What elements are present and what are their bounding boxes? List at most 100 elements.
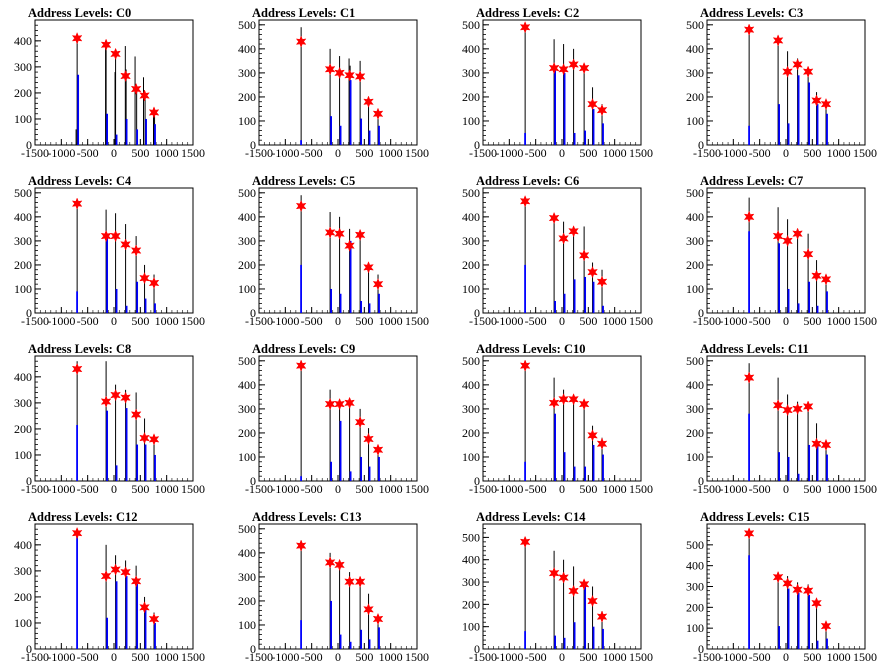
x-tick-label: -1500 <box>693 146 721 160</box>
y-tick-label: 300 <box>462 66 480 80</box>
x-tick-label: 0 <box>111 482 117 496</box>
x-tick-label: 1500 <box>405 482 429 496</box>
peak-star-marker <box>743 371 755 384</box>
peak-star-marker <box>100 395 112 408</box>
y-tick-label: 100 <box>14 448 32 462</box>
peak-star-marker <box>587 265 598 279</box>
x-tick-label: 0 <box>783 482 789 496</box>
y-tick-label: 200 <box>686 426 704 440</box>
y-tick-label: 0 <box>698 642 704 656</box>
y-tick-label: 300 <box>14 564 32 578</box>
peak-star-marker <box>354 228 366 242</box>
peak-star-marker <box>130 408 142 421</box>
histogram-panel-c9: Address Levels: C9 0 100 200 300 400 500 -1500-… <box>224 336 448 504</box>
panel-title: Address Levels: C10 <box>476 342 586 356</box>
x-tick-label: -500 <box>77 314 99 328</box>
x-tick-label: 1000 <box>603 650 627 664</box>
histogram-svg: Address Levels: C0 0 100 200 300 400 -1500-100… <box>14 6 205 160</box>
x-tick-label: 1500 <box>405 146 429 160</box>
y-tick-label: 100 <box>686 450 704 464</box>
x-tick-label: 500 <box>131 650 149 664</box>
x-tick-label: 1000 <box>155 146 179 160</box>
histogram-svg: Address Levels: C40100200300400500-1500-… <box>14 174 205 328</box>
plot-frame <box>258 187 418 314</box>
x-tick-label: 1000 <box>827 146 851 160</box>
plot-frame <box>258 523 418 650</box>
peak-star-marker <box>120 566 131 579</box>
x-tick-label: 1500 <box>405 650 429 664</box>
y-tick-label: 400 <box>238 378 256 392</box>
plot-frame <box>482 355 642 482</box>
y-tick-label: 300 <box>462 575 480 589</box>
y-tick-label: 400 <box>686 42 704 56</box>
histogram-svg: Address Levels: C10100200300400500-1500-… <box>238 6 429 160</box>
histogram-panel-c14: Address Levels: C14 0 100 200 300 400 500 -1500… <box>448 504 672 672</box>
histogram-panel-c5: Address Levels: C5 0 100 200 300 400 500 -1500-… <box>224 168 448 336</box>
x-tick-label: 1000 <box>155 650 179 664</box>
x-tick-label: 1000 <box>379 482 403 496</box>
y-tick-label: 0 <box>26 306 32 320</box>
y-tick-label: 500 <box>238 354 256 368</box>
panel-title: Address Levels: C9 <box>252 342 355 356</box>
panel-title: Address Levels: C15 <box>700 510 810 524</box>
peak-star-marker <box>295 539 307 552</box>
y-tick-label: 200 <box>238 90 256 104</box>
panel-title: Address Levels: C14 <box>476 510 586 524</box>
y-tick-label: 100 <box>462 450 480 464</box>
histogram-svg: Address Levels: C90100200300400500-1500-… <box>238 342 429 496</box>
x-tick-label: 1000 <box>155 482 179 496</box>
peak-star-marker <box>344 575 355 588</box>
peak-star-marker <box>344 69 355 82</box>
peak-star-marker <box>363 261 374 274</box>
peak-star-marker <box>363 432 374 446</box>
y-tick-label: 500 <box>462 530 480 544</box>
peak-star-marker <box>820 438 832 452</box>
x-tick-label: 500 <box>803 146 821 160</box>
histogram-svg: Address Levels: C60100200300400500-1500-… <box>462 174 653 328</box>
x-tick-label: 500 <box>131 482 149 496</box>
x-tick-label: 1000 <box>603 314 627 328</box>
x-tick-label: 1500 <box>629 482 653 496</box>
peak-star-marker <box>596 610 608 623</box>
peak-star-marker <box>568 393 579 406</box>
y-tick-label: 100 <box>14 616 32 630</box>
peak-star-marker <box>792 583 803 596</box>
peak-star-marker <box>71 197 83 210</box>
peak-star-marker <box>820 273 832 286</box>
x-tick-label: 500 <box>803 650 821 664</box>
y-tick-label: 0 <box>250 306 256 320</box>
x-tick-label: -1500 <box>469 482 497 496</box>
y-tick-label: 200 <box>686 600 704 614</box>
peak-star-marker <box>148 276 160 290</box>
y-tick-label: 500 <box>14 186 32 200</box>
peak-star-marker <box>334 397 345 411</box>
x-tick-label: 0 <box>559 314 565 328</box>
x-tick-label: 0 <box>111 146 117 160</box>
y-tick-label: 500 <box>686 354 704 368</box>
y-tick-label: 300 <box>14 234 32 248</box>
histogram-panel-c2: Address Levels: C2 0 100 200 300 400 500 -1500-… <box>448 0 672 168</box>
x-tick-label: 500 <box>579 650 597 664</box>
x-tick-label: -500 <box>301 314 323 328</box>
peak-star-marker <box>139 271 150 285</box>
x-tick-label: 0 <box>335 650 341 664</box>
peak-star-marker <box>548 211 560 225</box>
peak-star-marker <box>792 227 803 240</box>
histogram-svg: Address Levels: C30100200300400500-1500-… <box>686 6 877 160</box>
x-tick-label: 500 <box>579 146 597 160</box>
peak-star-marker <box>558 63 569 76</box>
peak-star-marker <box>782 65 793 78</box>
histogram-panel-c8: Address Levels: C8 0 100 200 300 400 -1500 -100… <box>0 336 224 504</box>
panel-title: Address Levels: C3 <box>700 6 803 20</box>
peak-star-marker <box>587 97 598 111</box>
peak-star-marker <box>596 103 608 117</box>
histogram-panel-c13: Address Levels: C13 0 100 200 300 400 500 -1500… <box>224 504 448 672</box>
plot-frame <box>482 187 642 314</box>
y-tick-label: 200 <box>238 426 256 440</box>
peak-star-marker <box>139 431 150 445</box>
peak-star-marker <box>295 35 307 48</box>
histogram-panel-c12: Address Levels: C12 0 100 200 300 400 -1500 -10… <box>0 504 224 672</box>
x-tick-label: -500 <box>749 146 771 160</box>
x-tick-label: 0 <box>783 314 789 328</box>
y-tick-label: 0 <box>474 642 480 656</box>
